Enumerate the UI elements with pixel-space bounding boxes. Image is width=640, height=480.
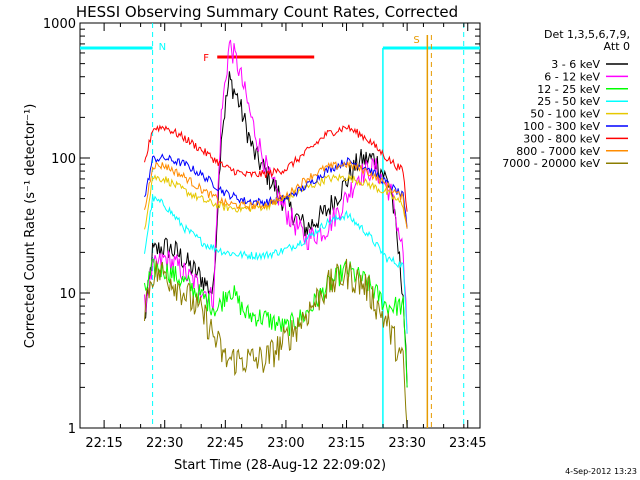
- x-tick-label: 23:30: [388, 436, 425, 451]
- plot-frame: [79, 22, 481, 429]
- legend-label: 300 - 800 keV: [523, 132, 600, 145]
- x-tick-label: 22:45: [207, 436, 244, 451]
- x-axis-label: Start Time (28-Aug-12 22:09:02): [174, 458, 386, 473]
- series-layer: [144, 39, 408, 429]
- series-line-12-25-kev: [144, 258, 408, 388]
- y-tick-label: 1: [68, 422, 76, 437]
- legend-header-line2: Att 0: [604, 40, 630, 53]
- y-axis-label: Corrected Count Rate (s⁻¹ detector⁻¹): [23, 104, 38, 349]
- night-label: N: [159, 42, 166, 53]
- legend-label: 100 - 300 keV: [523, 120, 600, 133]
- chart-title: HESSI Observing Summary Count Rates, Cor…: [76, 3, 458, 21]
- series-line-7000-20000-kev: [144, 258, 408, 429]
- series-line-50-100-kev: [144, 173, 408, 230]
- legend-header-line1: Det 1,3,5,6,7,9,: [544, 28, 630, 41]
- y-tick-label: 1000: [43, 17, 76, 32]
- legend-label: 25 - 50 keV: [537, 95, 600, 108]
- legend-label: 7000 - 20000 keV: [502, 157, 600, 170]
- legend-label: 800 - 7000 keV: [516, 145, 600, 158]
- flare-label: F: [203, 53, 209, 64]
- series-line-800-7000-kev: [144, 159, 408, 229]
- y-tick-label: 100: [51, 152, 76, 167]
- y-tick-label: 10: [59, 287, 76, 302]
- x-tick-label: 23:00: [267, 436, 304, 451]
- saa-label: S: [413, 35, 419, 46]
- series-line-300-800-kev: [144, 124, 408, 212]
- timestamp: 4-Sep-2012 13:23: [565, 467, 637, 476]
- x-tick-label: 23:15: [328, 436, 365, 451]
- axes: 1 10 100 1000 22:15 22:30 22:45 23:00 23:15 23:30…: [43, 17, 487, 451]
- x-tick-label: 23:45: [449, 436, 486, 451]
- legend-label: 50 - 100 keV: [530, 108, 600, 121]
- legend-label: 12 - 25 keV: [537, 83, 600, 96]
- series-line-25-50-kev: [144, 195, 408, 334]
- x-tick-label: 22:15: [85, 436, 122, 451]
- annotation-layer: N S F: [80, 23, 480, 428]
- legend-label: 6 - 12 keV: [544, 70, 600, 83]
- series-line-6-12-kev: [144, 39, 408, 334]
- legend-label: 3 - 6 keV: [551, 58, 600, 71]
- x-tick-label: 22:30: [146, 436, 183, 451]
